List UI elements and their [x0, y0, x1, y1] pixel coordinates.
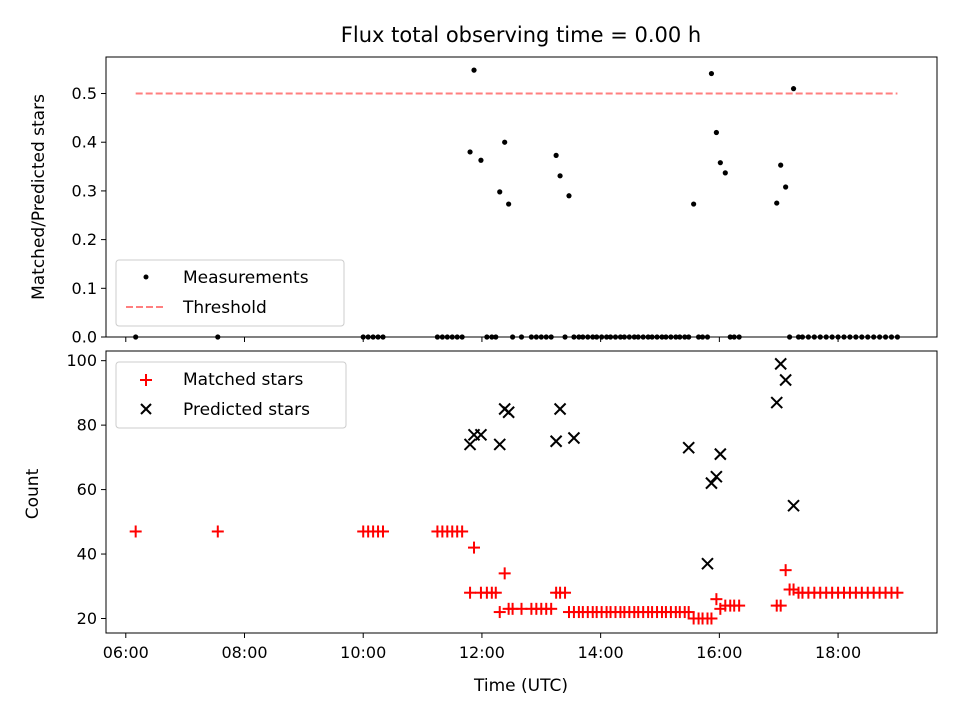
top-y-tick-label: 0.5: [72, 84, 97, 103]
legend-marker-measurements: [143, 274, 149, 280]
matched-star-point: [545, 602, 558, 615]
predicted-star-point: [463, 438, 477, 451]
top-legend: Measurements Threshold: [115, 259, 345, 327]
top-plot-area: [133, 67, 901, 340]
legend-label-matched: Matched stars: [183, 370, 303, 390]
x-tick-label: 06:00: [103, 643, 149, 662]
matched-star-point: [682, 606, 695, 619]
chart-title: Flux total observing time = 0.00 h: [341, 23, 701, 47]
predicted-star-point: [701, 557, 714, 570]
measurement-point: [502, 139, 508, 145]
measurement-point: [691, 201, 697, 207]
top-y-axis-label: Matched/Predicted stars: [29, 94, 49, 300]
legend-marker-matched: [140, 374, 152, 386]
matched-star-point: [377, 525, 389, 538]
predicted-star-point: [474, 428, 488, 442]
bottom-y-tick-label: 60: [77, 480, 97, 499]
predicted-star-point: [770, 396, 783, 409]
legend-marker-predicted: [140, 403, 152, 415]
matched-star-point: [211, 525, 224, 538]
measurement-point: [471, 67, 477, 73]
top-y-tick-label: 0.1: [72, 279, 97, 298]
x-tick-label: 12:00: [459, 643, 505, 662]
bottom-y-tick-label: 80: [77, 416, 97, 435]
matched-star-point: [129, 525, 142, 538]
measurement-point: [774, 200, 780, 206]
matched-star-point: [464, 586, 477, 599]
predicted-star-point: [705, 476, 718, 490]
top-y-tick-label: 0.3: [72, 181, 97, 200]
bottom-x-ticks: 06:00 08:00 10:00 12:00 14:00 16:00 18:00: [103, 633, 861, 662]
predicted-star-point: [779, 373, 792, 387]
bottom-y-tick-label: 100: [66, 351, 97, 370]
matched-star-point: [733, 599, 746, 612]
top-axes-frame: [105, 56, 938, 338]
predicted-star-point: [553, 402, 567, 416]
measurement-point: [717, 160, 723, 166]
top-y-ticks: 0.0 0.1 0.2 0.3 0.4 0.5: [72, 84, 106, 347]
matched-star-point: [498, 567, 511, 580]
bottom-y-tick-label: 40: [77, 545, 97, 564]
measurement-point: [557, 173, 563, 179]
top-y-tick-label: 0.0: [72, 328, 97, 347]
x-tick-label: 14:00: [578, 643, 624, 662]
matched-star-point: [456, 525, 469, 538]
bottom-axes: Count Time (UTC) 20 40 60 80 100 06:00 08:00 1…: [23, 350, 938, 696]
x-tick-label: 08:00: [221, 643, 267, 662]
predicted-star-point: [567, 431, 581, 445]
matched-star-point: [559, 586, 572, 599]
legend-label-measurements: Measurements: [183, 268, 309, 288]
matched-star-point: [493, 606, 506, 619]
matched-star-point: [891, 586, 904, 599]
bottom-y-ticks: 20 40 60 80 100: [66, 351, 106, 628]
top-legend-frame: [115, 259, 345, 327]
legend-label-predicted: Predicted stars: [183, 400, 310, 420]
predicted-star-point: [710, 470, 723, 483]
measurement-point: [467, 149, 473, 155]
matched-star-point: [468, 541, 481, 554]
predicted-star-point: [682, 441, 695, 454]
measurement-point: [708, 70, 715, 77]
measurement-point: [497, 189, 503, 195]
top-axes: Flux total observing time = 0.00 h Match…: [29, 23, 938, 347]
x-tick-label: 10:00: [340, 643, 386, 662]
measurement-point: [506, 201, 512, 207]
predicted-star-point: [549, 435, 563, 448]
measurement-point: [790, 86, 797, 92]
x-tick-label: 16:00: [696, 643, 742, 662]
bottom-axes-frame: [105, 350, 938, 634]
measurement-point: [783, 184, 789, 190]
top-y-tick-label: 0.2: [72, 230, 97, 249]
bottom-legend: Matched stars Predicted stars: [115, 361, 347, 429]
matched-star-point: [774, 599, 787, 612]
predicted-star-point: [714, 447, 727, 461]
predicted-star-point: [502, 406, 515, 419]
top-y-tick-label: 0.4: [72, 133, 97, 152]
x-axis-label: Time (UTC): [473, 676, 568, 696]
matched-star-point: [779, 564, 792, 577]
predicted-star-point: [493, 438, 506, 451]
measurement-point: [778, 162, 784, 168]
bottom-legend-frame: [115, 361, 347, 429]
bottom-plot-area: [129, 357, 904, 625]
bottom-y-tick-label: 20: [77, 609, 97, 628]
matched-star-point: [489, 586, 502, 599]
matched-star-point: [705, 612, 718, 625]
measurement-point: [566, 193, 572, 199]
bottom-y-axis-label: Count: [23, 468, 43, 519]
predicted-star-point: [787, 499, 800, 512]
measurement-point: [478, 157, 484, 163]
matched-star-point: [710, 593, 723, 606]
x-tick-label: 18:00: [815, 643, 861, 662]
measurement-point: [722, 170, 728, 176]
measurement-point: [713, 129, 719, 136]
measurement-point: [553, 152, 559, 158]
legend-label-threshold: Threshold: [182, 298, 267, 318]
predicted-star-point: [774, 357, 787, 371]
